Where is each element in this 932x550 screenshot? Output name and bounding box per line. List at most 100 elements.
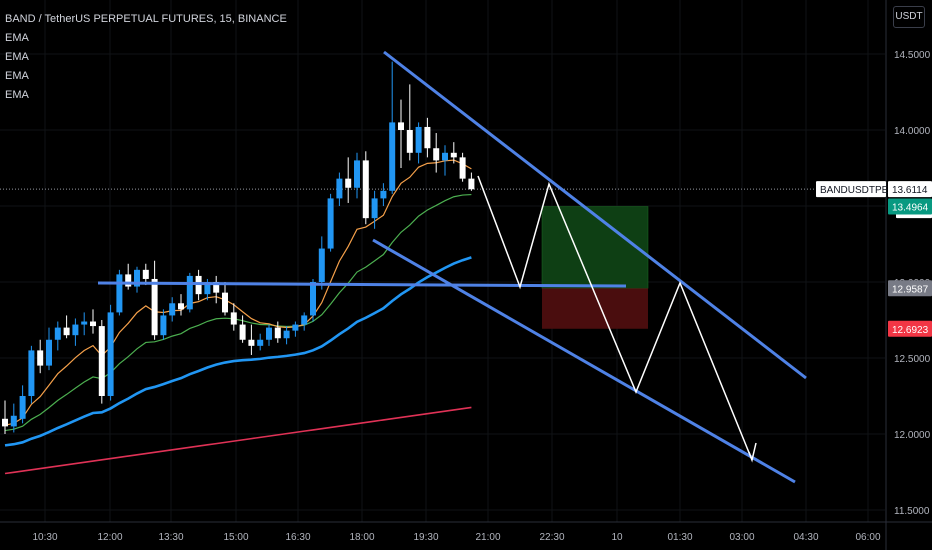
candle xyxy=(213,275,220,304)
candle xyxy=(222,282,228,316)
chart-grid xyxy=(0,0,885,522)
ema-indicator-label[interactable]: EMA xyxy=(5,70,29,82)
candle xyxy=(248,324,255,355)
time-tick-label: 15:00 xyxy=(223,532,248,543)
last-price-label: 13.6114 xyxy=(888,181,932,198)
candle-body xyxy=(151,278,158,336)
candle-body xyxy=(468,178,475,190)
last-price-label-text: 13.6114 xyxy=(892,185,928,196)
candle xyxy=(72,318,79,346)
candle-body xyxy=(28,350,35,396)
candle-body xyxy=(81,321,88,325)
time-tick-label: 21:00 xyxy=(475,532,500,543)
price-tick-label: 14.5000 xyxy=(894,50,931,61)
symbol-title[interactable]: BAND / TetherUS PERPETUAL FUTURES, 15, B… xyxy=(5,13,287,25)
candles xyxy=(2,61,475,434)
candle xyxy=(54,321,61,351)
candle xyxy=(63,315,70,339)
candle xyxy=(169,297,176,322)
candle xyxy=(274,321,281,343)
time-tick-label: 18:00 xyxy=(349,532,374,543)
projection-arrowhead xyxy=(748,442,757,463)
candle xyxy=(424,117,431,158)
candle xyxy=(354,152,360,199)
price-labels: BANDUSDTPERP13.611404:3213.496412.958712… xyxy=(816,181,932,337)
candle xyxy=(283,326,290,345)
candle-body xyxy=(345,178,352,188)
entry-price-label: 12.9587 xyxy=(888,280,932,297)
candle xyxy=(345,157,352,203)
entry-price-label-bg xyxy=(888,280,932,297)
candle-body xyxy=(380,190,387,199)
ema-indicator-label[interactable]: EMA xyxy=(5,32,29,44)
support-line xyxy=(97,281,627,288)
candle-body xyxy=(2,418,8,427)
target-price-label-bg xyxy=(888,198,932,215)
candle xyxy=(19,385,26,424)
candle-body xyxy=(72,324,79,336)
candle xyxy=(2,400,8,434)
time-tick-label: 03:00 xyxy=(729,532,754,543)
candle-body xyxy=(90,321,96,327)
candle xyxy=(380,183,387,206)
time-tick-label: 19:30 xyxy=(413,532,438,543)
stop-price-label-text: 12.6923 xyxy=(892,325,929,336)
price-axis: 11.500012.000012.500013.000013.500014.00… xyxy=(885,0,931,550)
ema-fast-line xyxy=(4,159,472,426)
candle xyxy=(371,190,378,229)
candle-body xyxy=(257,339,264,346)
candle-body xyxy=(160,315,167,336)
candle xyxy=(336,172,343,206)
price-tick-label: 12.0000 xyxy=(894,430,931,441)
chart-legend: BAND / TetherUS PERPETUAL FUTURES, 15, B… xyxy=(5,10,287,105)
candle-body xyxy=(248,339,255,346)
candle-body xyxy=(354,160,360,188)
candle xyxy=(142,263,149,286)
target-zone xyxy=(541,206,649,289)
candle-body xyxy=(424,126,431,149)
price-tick-label: 12.5000 xyxy=(894,354,931,365)
last-price-label-bg xyxy=(888,181,932,198)
candle-body xyxy=(107,312,114,396)
candle xyxy=(239,315,246,343)
candle xyxy=(151,260,158,340)
drawings xyxy=(97,50,807,484)
candle xyxy=(266,324,272,346)
candle-body xyxy=(230,312,237,325)
candle-body xyxy=(371,198,378,219)
time-tick-label: 12:00 xyxy=(97,532,122,543)
symbol-price-label-text: BANDUSDTPERP xyxy=(820,185,903,196)
candle-body xyxy=(433,148,440,161)
candle xyxy=(186,272,193,313)
candle-body xyxy=(318,248,325,282)
symbol-price-label: BANDUSDTPERP xyxy=(816,181,903,198)
candle xyxy=(292,321,299,337)
candle-body xyxy=(362,160,369,219)
candle-body xyxy=(239,324,246,340)
time-tick-label: 06:00 xyxy=(855,532,880,543)
candle-body xyxy=(169,303,176,316)
currency-button[interactable]: USDT xyxy=(893,6,925,28)
candle xyxy=(301,312,308,331)
candle xyxy=(389,61,396,194)
ema-slow-line xyxy=(4,256,472,447)
ema-indicator-label[interactable]: EMA xyxy=(5,89,29,101)
candle xyxy=(10,403,17,433)
candle xyxy=(415,122,422,164)
candle xyxy=(257,333,264,351)
candle xyxy=(318,236,325,290)
candle-body xyxy=(266,327,272,340)
candle xyxy=(46,327,52,371)
candle xyxy=(398,99,404,168)
target-price-label: 13.4964 xyxy=(888,198,932,215)
candle-body xyxy=(213,282,220,293)
time-tick-label: 16:30 xyxy=(285,532,310,543)
candle-body xyxy=(10,415,17,427)
candle-body xyxy=(54,327,61,340)
candle-body xyxy=(442,152,448,161)
time-tick-label: 22:30 xyxy=(539,532,564,543)
ema-indicator-label[interactable]: EMA xyxy=(5,51,29,63)
position-zones xyxy=(541,206,649,329)
candle xyxy=(98,320,105,404)
